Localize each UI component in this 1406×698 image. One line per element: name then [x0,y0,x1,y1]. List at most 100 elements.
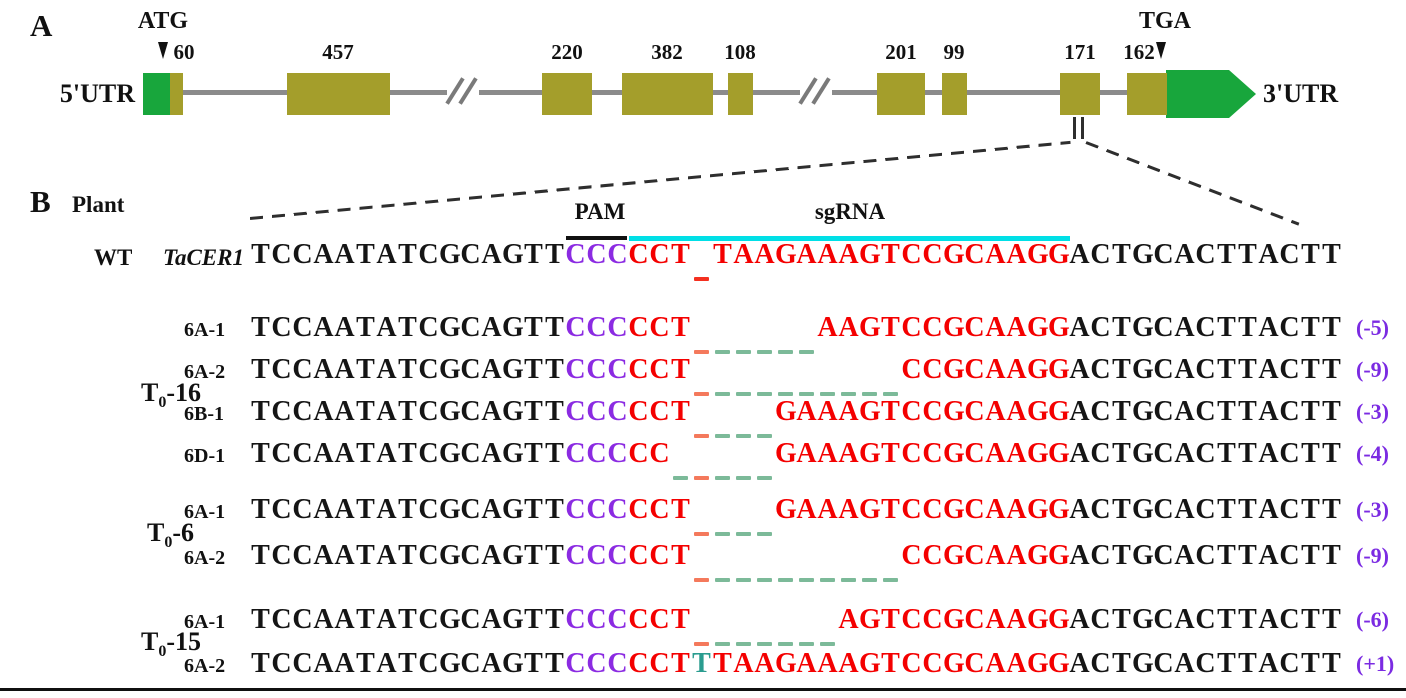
base-cell: A [313,648,334,679]
base-cell: C [901,494,922,525]
base-cell: A [334,648,355,679]
base-cell: C [1153,396,1174,427]
base-cell: C [460,648,481,679]
base-cell: A [376,648,397,679]
base-cell: A [313,239,334,270]
base-cell: C [1153,540,1174,571]
base-cell: G [439,648,461,679]
mutant-sequence-row: TCCAATATCGCAGTTCCCCCT CCGCAAGGACTGCACTTAC… [250,540,1389,582]
base-cell: C [964,648,985,679]
wt-sequence-row: TCCAATATCGCAGTTCCCCCT TAAGAAAGTCCGCAAGGAC… [250,239,1342,281]
base-cell: T [1217,494,1236,525]
base-cell: T [398,648,417,679]
base-cell: A [481,494,502,525]
base-cell: T [1322,648,1341,679]
base-cell: C [271,239,292,270]
base-cell: C [586,354,607,385]
sgrna-label: sgRNA [814,199,886,224]
base-cell: C [1279,648,1300,679]
base-cell: C [565,540,586,571]
base-cell: C [418,312,439,343]
base-cell: T [398,312,417,343]
base-cell: C [1195,648,1216,679]
base-cell: C [460,312,481,343]
allele-label: 6A-1 [184,319,226,341]
base-cell: T [881,648,900,679]
base-cell: C [271,648,292,679]
base-cell: T [1112,239,1131,270]
base-cell: T [1238,494,1257,525]
base-cell: T [671,604,690,635]
base-cell: T [356,312,375,343]
base-cell: C [607,540,628,571]
base-cell: A [838,312,859,343]
base-cell: C [460,494,481,525]
base-cell: C [607,239,628,270]
base-cell: G [1027,239,1049,270]
base-cell: T [671,396,690,427]
base-cell: C [1153,438,1174,469]
base-cell: T [1301,312,1320,343]
base-cell: T [1301,648,1320,679]
base-cell: A [1258,540,1279,571]
base-cell: A [334,438,355,469]
base-cell: C [1153,239,1174,270]
base-cell: T [251,540,270,571]
base-cell: A [817,648,838,679]
base-cell: C [418,540,439,571]
base-cell: A [313,604,334,635]
base-cell: G [775,239,797,270]
allele-label: 6A-2 [184,547,226,569]
base-cell: T [545,354,564,385]
base-cell: T [1322,312,1341,343]
base-cell: G [1132,312,1154,343]
base-cell: G [1048,396,1070,427]
base-cell: A [796,396,817,427]
mutation-note: (-5) [1356,315,1389,340]
base-cell: C [565,494,586,525]
base-cell: A [985,494,1006,525]
stop-codon-label: TGA [1138,8,1191,34]
base-cell: A [481,396,502,427]
base-cell: C [418,604,439,635]
base-cell: A [1006,648,1027,679]
base-cell: A [376,312,397,343]
base-cell: C [964,438,985,469]
base-cell: C [628,438,649,469]
base-cell: A [1174,354,1195,385]
base-cell: C [628,312,649,343]
exon-box [287,73,390,115]
base-cell: C [292,604,313,635]
pam-underline [566,236,627,240]
base-cell: C [271,540,292,571]
base-cell: G [1132,648,1154,679]
base-cell: A [334,354,355,385]
base-cell: A [1006,494,1027,525]
base-cell: C [1090,494,1111,525]
base-cell: T [251,354,270,385]
base-cell: G [502,438,524,469]
base-cell: C [271,438,292,469]
base-cell: C [292,396,313,427]
base-cell: C [1195,604,1216,635]
base-cell: A [1258,648,1279,679]
base-cell: T [251,438,270,469]
base-cell: G [859,604,881,635]
base-cell: G [502,540,524,571]
base-cell: G [1132,354,1154,385]
base-cell: T [524,438,543,469]
base-cell: A [376,239,397,270]
base-cell: G [943,312,965,343]
start-codon-label: ATG [137,8,189,34]
base-cell: C [1195,540,1216,571]
base-cell: T [545,604,564,635]
base-cell: A [1069,239,1090,270]
base-cell: G [943,494,965,525]
base-cell: A [1069,396,1090,427]
base-cell: C [1090,438,1111,469]
base-cell: T [356,604,375,635]
utr5-label: 5'UTR [59,79,135,108]
base-cell: C [565,648,586,679]
base-cell: G [1132,604,1154,635]
base-cell: A [313,396,334,427]
